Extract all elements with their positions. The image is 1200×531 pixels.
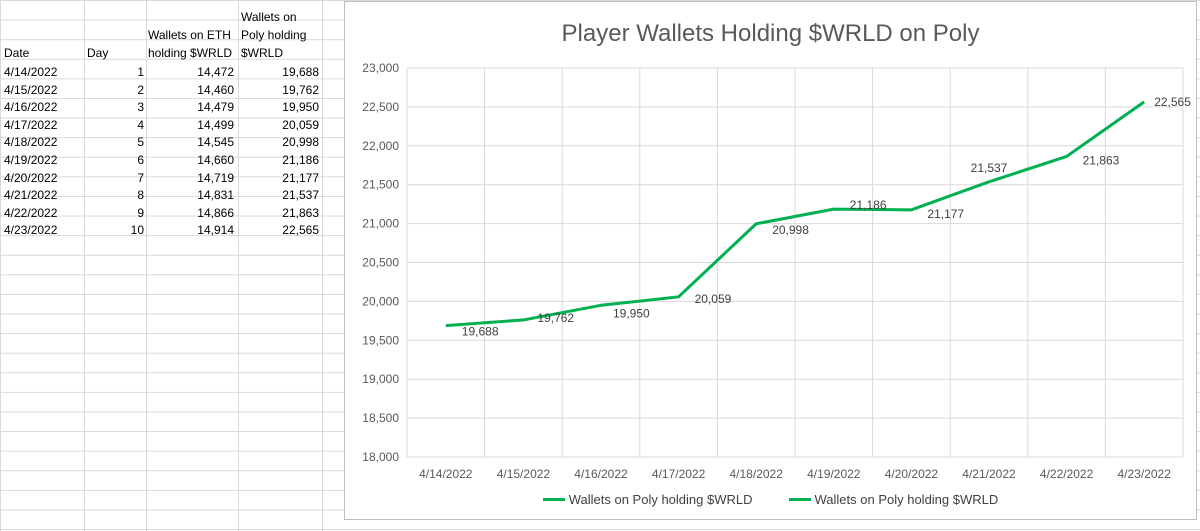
legend-item: Wallets on Poly holding $WRLD (542, 492, 753, 507)
cell-poly[interactable]: 21,863 (282, 205, 319, 220)
cell-day[interactable]: 3 (137, 100, 144, 115)
y-tick-label: 18,500 (362, 411, 399, 425)
legend-swatch (788, 498, 811, 501)
column-divider (322, 0, 323, 531)
cell-eth[interactable]: 14,479 (197, 100, 234, 115)
cell-date[interactable]: 4/23/2022 (4, 223, 58, 238)
x-tick-label: 4/16/2022 (574, 467, 628, 481)
cell-poly[interactable]: 21,177 (282, 170, 319, 185)
data-label: 22,565 (1154, 95, 1191, 109)
y-tick-label: 21,000 (362, 217, 399, 231)
data-label: 21,863 (1083, 153, 1120, 167)
x-tick-label: 4/14/2022 (419, 467, 473, 481)
cell-eth[interactable]: 14,660 (197, 153, 234, 167)
cell-eth[interactable]: 14,866 (197, 205, 234, 220)
x-tick-label: 4/21/2022 (962, 467, 1016, 481)
cell-day[interactable]: 10 (130, 223, 144, 238)
column-divider (238, 0, 239, 531)
y-tick-label: 19,000 (362, 372, 399, 386)
cell-date[interactable]: 4/18/2022 (4, 135, 58, 150)
data-label: 20,998 (772, 223, 809, 237)
data-label: 21,186 (850, 198, 887, 212)
cell-poly[interactable]: 20,998 (282, 135, 319, 150)
y-tick-label: 21,500 (362, 178, 399, 192)
x-tick-label: 4/17/2022 (652, 467, 706, 481)
cell-eth[interactable]: 14,831 (197, 188, 234, 203)
y-tick-label: 19,500 (362, 333, 399, 347)
cell-day[interactable]: 2 (137, 82, 144, 97)
cell-day[interactable]: 9 (137, 205, 144, 220)
chart-area[interactable]: Player Wallets Holding $WRLD on Poly 18,… (344, 1, 1197, 520)
cell-day[interactable]: 1 (137, 65, 144, 79)
cell-date[interactable]: 4/22/2022 (4, 205, 58, 220)
x-tick-label: 4/19/2022 (807, 467, 861, 481)
data-label: 19,762 (537, 311, 574, 325)
x-tick-label: 4/18/2022 (730, 467, 784, 481)
x-tick-label: 4/15/2022 (497, 467, 551, 481)
x-tick-label: 4/23/2022 (1118, 467, 1172, 481)
cell-date[interactable]: 4/20/2022 (4, 170, 58, 185)
header-poly-line2[interactable]: $WRLD (241, 46, 284, 60)
cell-eth[interactable]: 14,914 (197, 223, 234, 238)
data-label: 21,537 (971, 161, 1008, 175)
cell-day[interactable]: 6 (137, 153, 144, 167)
y-tick-label: 20,000 (362, 294, 399, 308)
data-label: 19,688 (462, 325, 499, 339)
y-tick-label: 22,500 (362, 100, 399, 114)
cell-day[interactable]: 5 (137, 135, 144, 150)
y-tick-label: 20,500 (362, 256, 399, 270)
cell-day[interactable]: 7 (137, 170, 144, 185)
cell-date[interactable]: 4/14/2022 (4, 65, 58, 79)
legend-label: Wallets on Poly holding $WRLD (568, 492, 753, 507)
cell-date[interactable]: 4/19/2022 (4, 153, 58, 167)
cell-eth[interactable]: 14,499 (197, 117, 234, 132)
header-date[interactable]: Date (4, 46, 30, 60)
series-line (445, 100, 1146, 328)
legend-swatch (542, 498, 565, 501)
cell-date[interactable]: 4/21/2022 (4, 188, 58, 203)
cell-poly[interactable]: 21,186 (282, 153, 319, 167)
header-day[interactable]: Day (87, 46, 109, 60)
header-poly-line1[interactable]: Poly holding (241, 28, 307, 42)
cell-poly[interactable]: 20,059 (282, 117, 319, 132)
cell-poly[interactable]: 19,688 (282, 65, 319, 79)
y-tick-label: 18,000 (362, 450, 399, 464)
y-tick-label: 23,000 (362, 61, 399, 75)
cell-day[interactable]: 8 (137, 188, 144, 203)
column-divider (146, 0, 147, 531)
cell-poly[interactable]: 19,950 (282, 100, 319, 115)
legend-item: Wallets on Poly holding $WRLD (788, 492, 999, 507)
y-tick-label: 22,000 (362, 139, 399, 153)
data-label: 20,059 (695, 292, 732, 306)
x-tick-label: 4/22/2022 (1040, 467, 1094, 481)
cell-eth[interactable]: 14,460 (197, 82, 234, 97)
chart-legend: Wallets on Poly holding $WRLD Wallets on… (345, 492, 1196, 507)
cell-date[interactable]: 4/16/2022 (4, 100, 58, 115)
cell-day[interactable]: 4 (137, 117, 144, 132)
data-label: 19,950 (613, 306, 650, 320)
cell-date[interactable]: 4/17/2022 (4, 117, 58, 132)
header-poly-line0[interactable]: Wallets on (241, 10, 297, 24)
cell-eth[interactable]: 14,545 (197, 135, 234, 150)
cell-poly[interactable]: 19,762 (282, 82, 319, 97)
line-chart: 18,000 18,500 19,000 19,500 20,000 20,500 21,0… (362, 61, 1191, 481)
header-eth-line1[interactable]: Wallets on ETH (148, 28, 231, 42)
column-divider (84, 0, 85, 531)
chart-title: Player Wallets Holding $WRLD on Poly (561, 20, 980, 47)
cell-date[interactable]: 4/15/2022 (4, 82, 58, 97)
header-eth-line2[interactable]: holding $WRLD (148, 46, 233, 60)
data-label: 21,177 (927, 207, 964, 221)
x-tick-label: 4/20/2022 (885, 467, 939, 481)
cell-eth[interactable]: 14,719 (197, 170, 234, 185)
legend-label: Wallets on Poly holding $WRLD (814, 492, 999, 507)
cell-poly[interactable]: 22,565 (282, 223, 319, 238)
cell-eth[interactable]: 14,472 (197, 65, 234, 79)
cell-poly[interactable]: 21,537 (282, 188, 319, 203)
